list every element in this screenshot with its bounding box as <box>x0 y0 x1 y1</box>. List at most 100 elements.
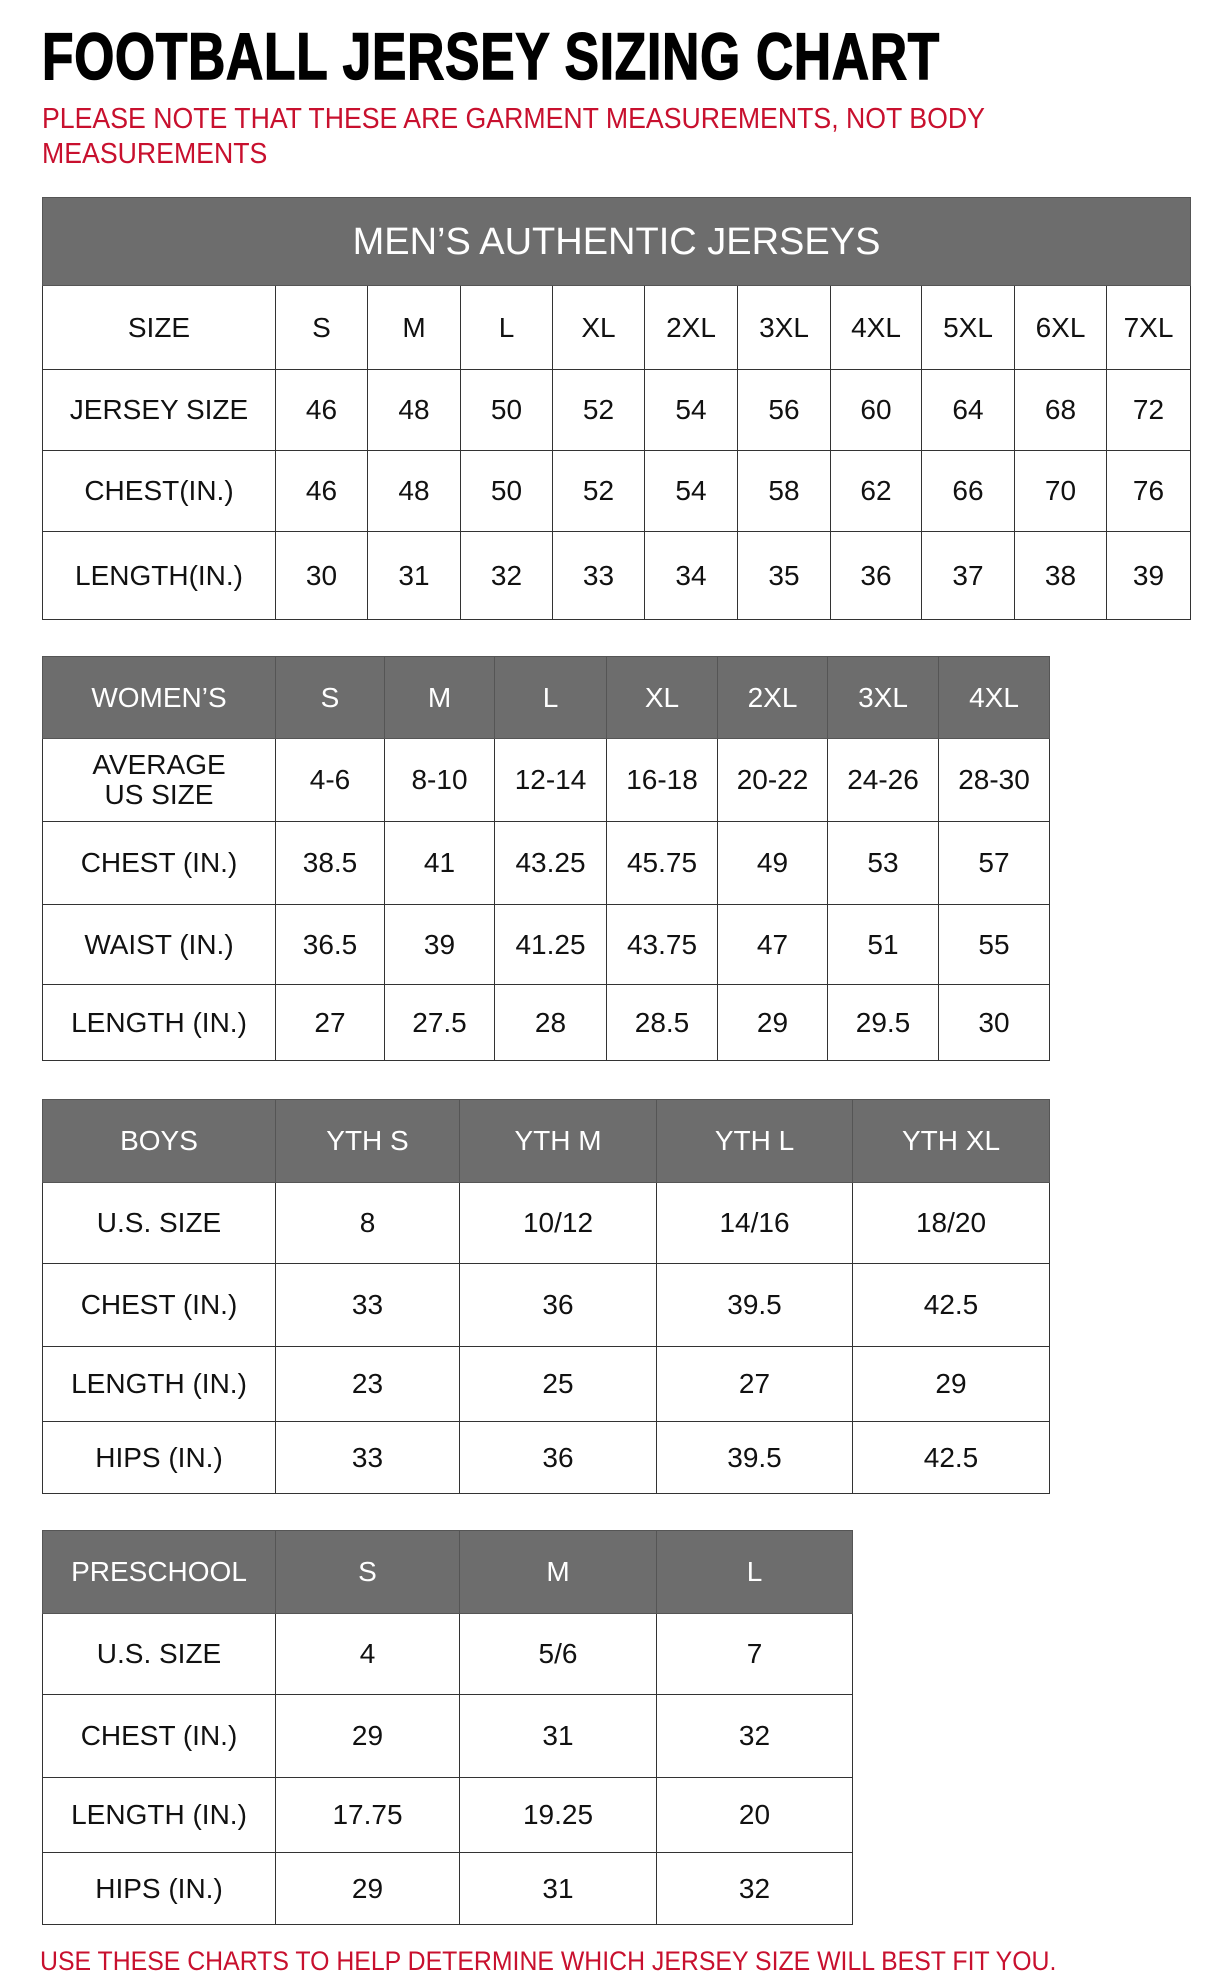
measurement-value: 58 <box>737 450 831 532</box>
size-column-header: 3XL <box>737 285 831 370</box>
measurement-value: 60 <box>830 369 922 451</box>
measurement-value: 36 <box>459 1421 657 1494</box>
measurement-value: 47 <box>717 904 828 985</box>
measurement-label: WAIST (IN.) <box>42 904 276 985</box>
size-column-header: 7XL <box>1105 285 1192 370</box>
measurement-value: 42.5 <box>852 1421 1050 1494</box>
table-row: LENGTH (IN.) 23 25 27 29 <box>42 1346 1050 1422</box>
measurement-value: 32 <box>656 1852 853 1925</box>
measurement-label: LENGTH (IN.) <box>42 984 276 1061</box>
table-row: CHEST (IN.) 29 31 32 <box>42 1694 853 1778</box>
size-column-header: YTH S <box>275 1099 460 1183</box>
boys-table: BOYS YTH S YTH M YTH L YTH XL U.S. SIZE 8 10/12… <box>42 1099 1050 1494</box>
table-row: LENGTH(IN.) 30 31 32 33 34 35 36 37 38 39 <box>42 531 1192 620</box>
size-column-header: YTH M <box>459 1099 657 1183</box>
measurement-value: 31 <box>367 531 461 620</box>
measurement-value: 32 <box>656 1694 853 1778</box>
table-row: CHEST(IN.) 46 48 50 52 54 58 62 66 70 76 <box>42 450 1192 532</box>
size-column-header: 5XL <box>921 285 1015 370</box>
measurement-value: 38.5 <box>275 821 385 905</box>
row-header-cell: BOYS <box>42 1099 276 1183</box>
measurement-value: 29 <box>717 984 828 1061</box>
measurement-value: 8-10 <box>384 738 495 822</box>
measurement-value: 55 <box>938 904 1050 985</box>
size-column-header: YTH XL <box>852 1099 1050 1183</box>
size-header-row: SIZE S M L XL 2XL 3XL 4XL 5XL 6XL 7XL <box>42 285 1192 370</box>
size-column-header: 2XL <box>644 285 738 370</box>
size-column-header: 4XL <box>938 656 1050 739</box>
table-row: LENGTH (IN.) 17.75 19.25 20 <box>42 1777 853 1853</box>
measurement-value: 57 <box>938 821 1050 905</box>
measurement-value: 28.5 <box>606 984 718 1061</box>
measurement-value: 27 <box>275 984 385 1061</box>
table-banner: MEN’S AUTHENTIC JERSEYS <box>41 197 1192 286</box>
measurement-value: 18/20 <box>852 1182 1050 1264</box>
table-row: WAIST (IN.) 36.5 39 41.25 43.75 47 51 55 <box>42 904 1050 985</box>
size-column-header: M <box>367 285 461 370</box>
measurement-value: 29 <box>852 1346 1050 1422</box>
measurement-label: AVERAGE US SIZE <box>42 738 276 822</box>
size-column-header: 4XL <box>830 285 922 370</box>
measurement-value: 34 <box>644 531 738 620</box>
measurement-value: 31 <box>459 1694 657 1778</box>
garment-measurement-note: PLEASE NOTE THAT THESE ARE GARMENT MEASU… <box>42 103 985 170</box>
measurement-label: U.S. SIZE <box>42 1182 276 1264</box>
size-column-header: L <box>656 1530 853 1614</box>
measurement-value: 28 <box>494 984 607 1061</box>
measurement-value: 29 <box>275 1694 460 1778</box>
measurement-value: 46 <box>275 369 368 451</box>
measurement-value: 24-26 <box>827 738 939 822</box>
size-column-header: 6XL <box>1014 285 1107 370</box>
measurement-value: 56 <box>737 369 831 451</box>
measurement-value: 64 <box>921 369 1015 451</box>
measurement-value: 30 <box>275 531 368 620</box>
measurement-label: CHEST (IN.) <box>42 1694 276 1778</box>
measurement-value: 33 <box>275 1263 460 1347</box>
measurement-value: 39 <box>384 904 495 985</box>
measurement-value: 53 <box>827 821 939 905</box>
measurement-label: JERSEY SIZE <box>42 369 276 451</box>
table-row: HIPS (IN.) 33 36 39.5 42.5 <box>42 1421 1050 1494</box>
measurement-value: 36 <box>459 1263 657 1347</box>
preschool-table: PRESCHOOL S M L U.S. SIZE 4 5/6 7 CHEST (IN.) 29 3… <box>42 1530 853 1925</box>
table-row: CHEST (IN.) 33 36 39.5 42.5 <box>42 1263 1050 1347</box>
table-row: LENGTH (IN.) 27 27.5 28 28.5 29 29.5 30 <box>42 984 1050 1061</box>
measurement-value: 37 <box>921 531 1015 620</box>
measurement-value: 72 <box>1105 369 1192 451</box>
measurement-value: 42.5 <box>852 1263 1050 1347</box>
table-row: U.S. SIZE 4 5/6 7 <box>42 1613 853 1695</box>
table-row: CHEST (IN.) 38.5 41 43.25 45.75 49 53 57 <box>42 821 1050 905</box>
measurement-label: HIPS (IN.) <box>42 1421 276 1494</box>
measurement-value: 27.5 <box>384 984 495 1061</box>
measurement-value: 39 <box>1105 531 1192 620</box>
size-column-header: S <box>275 285 368 370</box>
measurement-value: 31 <box>459 1852 657 1925</box>
measurement-label: LENGTH(IN.) <box>42 531 276 620</box>
measurement-value: 36.5 <box>275 904 385 985</box>
size-column-header: L <box>460 285 553 370</box>
measurement-value: 52 <box>552 369 645 451</box>
measurement-label: LENGTH (IN.) <box>42 1346 276 1422</box>
measurement-value: 38 <box>1014 531 1107 620</box>
measurement-value: 8 <box>275 1182 460 1264</box>
measurement-value: 5/6 <box>459 1613 657 1695</box>
measurement-label: LENGTH (IN.) <box>42 1777 276 1853</box>
size-column-header: XL <box>606 656 718 739</box>
measurement-value: 39.5 <box>656 1263 853 1347</box>
measurement-value: 45.75 <box>606 821 718 905</box>
measurement-label: U.S. SIZE <box>42 1613 276 1695</box>
table-row: U.S. SIZE 8 10/12 14/16 18/20 <box>42 1182 1050 1264</box>
measurement-label: CHEST (IN.) <box>42 821 276 905</box>
size-header-row: PRESCHOOL S M L <box>42 1530 853 1614</box>
measurement-value: 32 <box>460 531 553 620</box>
measurement-value: 27 <box>656 1346 853 1422</box>
measurement-value: 52 <box>552 450 645 532</box>
measurement-value: 20-22 <box>717 738 828 822</box>
measurement-value: 54 <box>644 450 738 532</box>
measurement-value: 50 <box>460 369 553 451</box>
measurement-value: 17.75 <box>275 1777 460 1853</box>
row-header-cell: PRESCHOOL <box>42 1530 276 1614</box>
measurement-value: 33 <box>552 531 645 620</box>
measurement-value: 4 <box>275 1613 460 1695</box>
measurement-value: 19.25 <box>459 1777 657 1853</box>
